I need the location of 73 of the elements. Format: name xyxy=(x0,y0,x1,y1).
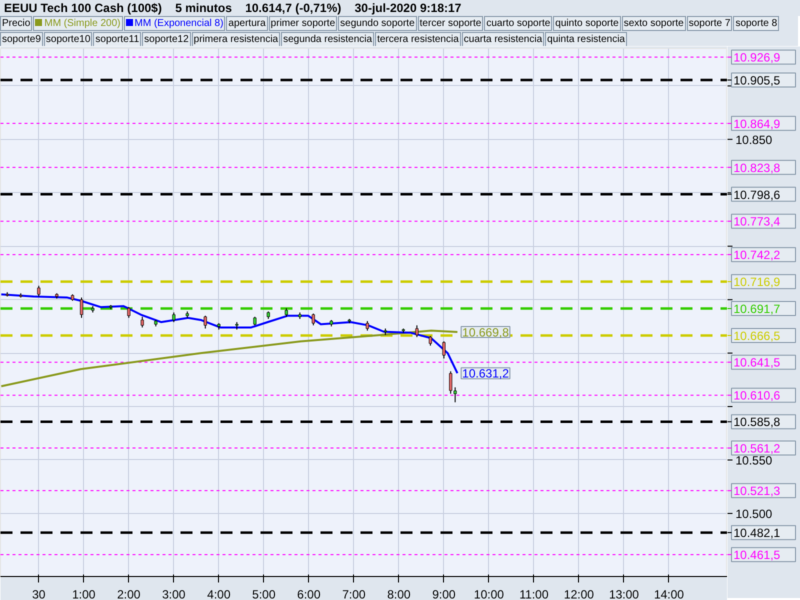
line-series xyxy=(0,293,458,374)
candlestick xyxy=(172,312,176,323)
text: soporte9 xyxy=(0,32,43,47)
x-tick-label: 5:00 xyxy=(252,588,276,600)
ref-line-label: 10.666,5 xyxy=(734,328,781,343)
x-tick-label: 10:00 xyxy=(474,588,504,600)
x-tick-label: 11:00 xyxy=(519,588,549,600)
candlestick xyxy=(366,320,369,332)
ref-line-label: 10.641,5 xyxy=(734,356,781,370)
text: segunda resistencia xyxy=(281,32,374,47)
text: segundo soporte xyxy=(338,16,417,31)
text: Precio xyxy=(0,16,32,31)
candlestick xyxy=(312,313,315,326)
ref-line-label: 10.823,8 xyxy=(734,160,781,175)
ref-line-label: 10.691,7 xyxy=(734,302,781,316)
text: quinto soporte xyxy=(553,16,621,31)
x-tick-label: 12:00 xyxy=(564,588,594,600)
ref-line-label: 10.926,9 xyxy=(734,50,781,65)
ref-line-label: 10.773,4 xyxy=(734,214,781,229)
ref-line-label: 10.798,6 xyxy=(734,188,781,202)
ref-line-label: 10.864,9 xyxy=(734,116,781,131)
candlestick xyxy=(37,285,40,297)
data-label: 10.631,2 xyxy=(462,366,510,381)
chart-subtitle: 5 minutos 10.614,7 (-0,71%) 30-jul-2020 9:18:17 xyxy=(175,1,462,15)
ref-line-label: 10.742,2 xyxy=(734,248,781,262)
ref-line-label: 10.585,8 xyxy=(734,415,781,430)
text: soporte12 xyxy=(142,32,191,47)
text: soporte10 xyxy=(44,32,92,47)
ref-line-label: 10.482,1 xyxy=(734,526,781,540)
ref-line-label: 10.716,9 xyxy=(734,275,781,290)
x-tick-label: 30 xyxy=(32,588,46,600)
x-tick-label: 9:00 xyxy=(432,588,456,600)
line-series xyxy=(0,330,458,388)
candlestick xyxy=(80,297,84,318)
ref-line-label: 10.905,5 xyxy=(734,74,781,88)
text: soporte 7 xyxy=(686,16,732,31)
candlestick xyxy=(127,306,130,318)
x-tick-label: 1:00 xyxy=(72,588,96,600)
x-tick-label: 2:00 xyxy=(117,588,141,600)
text: tercer soporte xyxy=(418,16,484,31)
ref-line-label: 10.521,3 xyxy=(734,484,781,498)
text: sexto soporte xyxy=(622,16,686,31)
y-tick-label: 10.850 xyxy=(736,132,773,147)
ref-line-label: 10.561,2 xyxy=(734,442,781,456)
candlestick xyxy=(415,324,418,338)
data-label: 10.669,8 xyxy=(462,325,510,340)
ref-line-label: 10.461,5 xyxy=(734,548,781,562)
x-tick-label: 13:00 xyxy=(608,588,640,600)
legend-label: MM (Exponencial 8) xyxy=(124,16,226,31)
x-tick-label: 7:00 xyxy=(342,588,366,600)
candlestick xyxy=(204,315,207,330)
text: cuarto soporte xyxy=(484,16,552,31)
text: primer soporte xyxy=(268,16,338,31)
candlestick xyxy=(428,336,432,346)
text: primera resistencia xyxy=(192,32,280,47)
x-tick-label: 8:00 xyxy=(387,588,411,600)
candlestick xyxy=(442,340,446,359)
chart-title: EEUU Tech 100 Cash (100$) xyxy=(4,1,162,15)
legend-label: MM (Simple 200) xyxy=(33,16,122,31)
text: quinta resistencia xyxy=(545,32,627,47)
x-tick-label: 14:00 xyxy=(654,588,684,600)
text: cuarta resistencia xyxy=(462,32,544,47)
y-tick-label: 10.500 xyxy=(736,506,773,521)
text: apertura xyxy=(226,16,268,31)
ref-line-label: 10.610,6 xyxy=(734,388,781,403)
text: tercera resistencia xyxy=(375,32,461,47)
y-tick-label: 10.550 xyxy=(736,454,773,468)
x-tick-label: 4:00 xyxy=(207,588,231,600)
x-tick-label: 3:00 xyxy=(162,588,186,600)
x-tick-label: 6:00 xyxy=(297,588,321,600)
text: soporte11 xyxy=(93,32,142,47)
candlestick xyxy=(140,316,144,328)
text: soporte 8 xyxy=(733,16,780,31)
